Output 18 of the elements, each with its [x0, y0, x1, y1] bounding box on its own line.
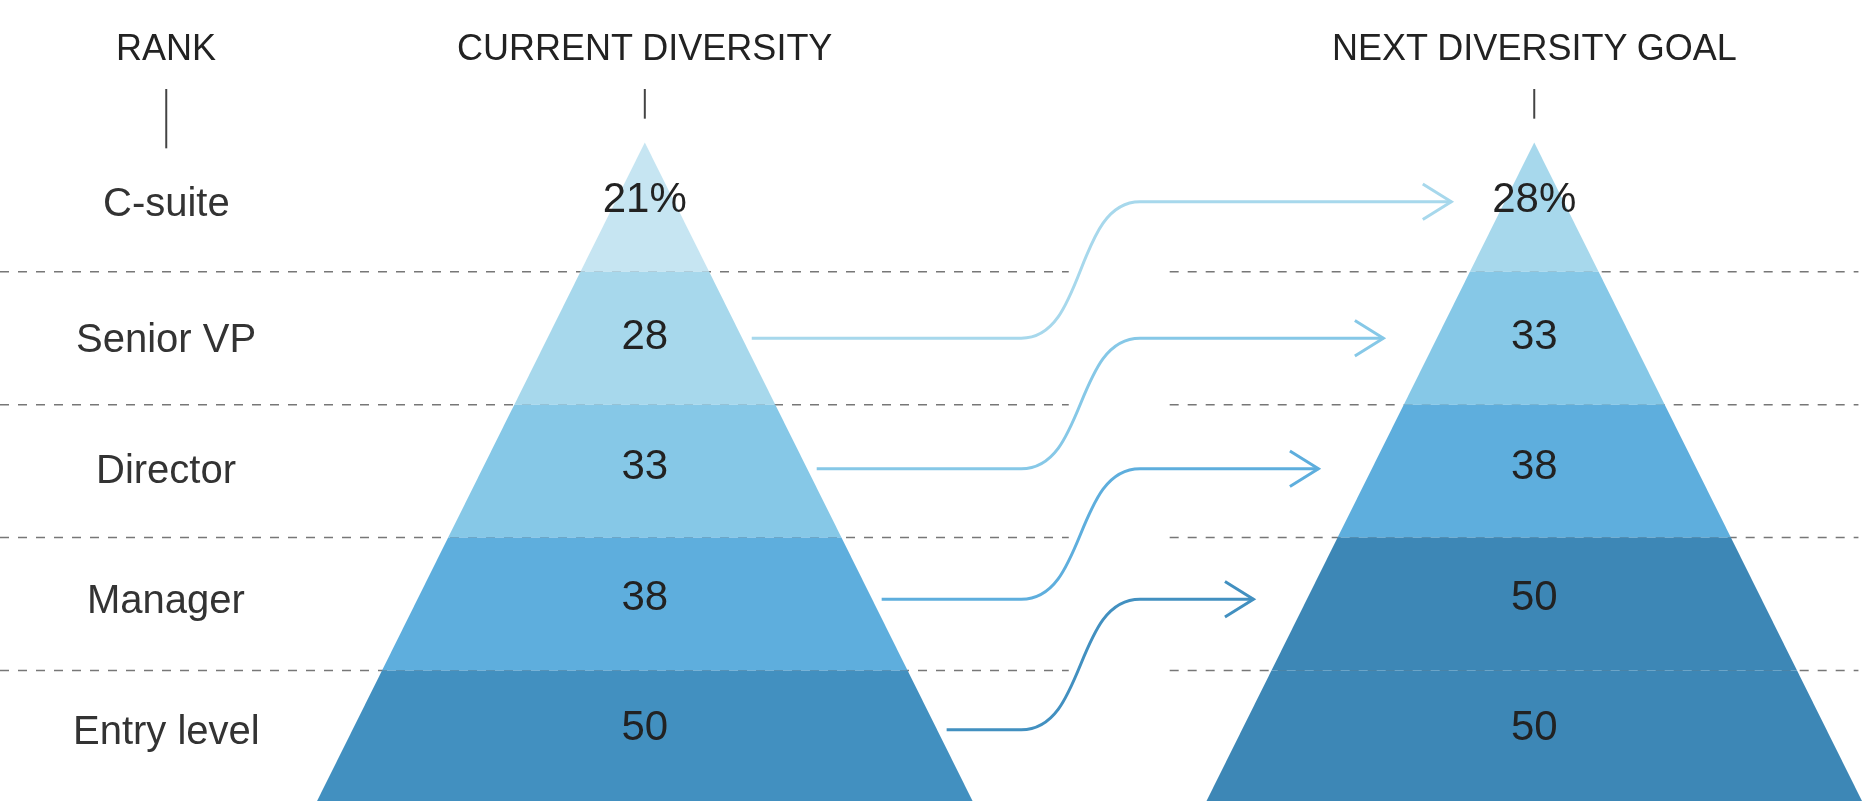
category-label: C-suite [103, 180, 230, 224]
category-label: Entry level [73, 708, 260, 752]
category-label: Senior VP [76, 316, 257, 360]
data-label: 50 [1510, 702, 1558, 750]
data-label: 28 [621, 310, 669, 358]
data-label: 50 [621, 702, 669, 750]
category-label: Manager [87, 577, 245, 621]
data-label: 50 [1510, 571, 1558, 619]
data-label: 33 [621, 441, 669, 489]
category-label: Director [96, 447, 237, 491]
text: RANK [116, 27, 217, 68]
data-label: 38 [621, 571, 669, 619]
data-label: 38 [1510, 441, 1558, 489]
data-label: 21% [602, 174, 687, 222]
data-label: 33 [1510, 310, 1558, 358]
text: CURRENT DIVERSITY [457, 27, 833, 68]
text: NEXT DIVERSITY GOAL [1332, 27, 1737, 68]
data-label: 28% [1492, 174, 1577, 222]
